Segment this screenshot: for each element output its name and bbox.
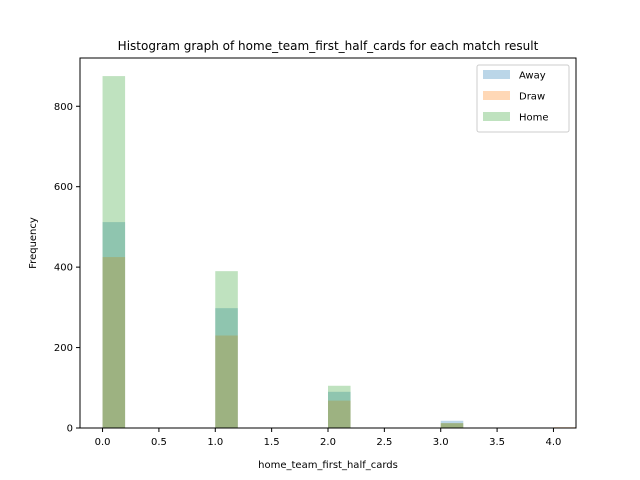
legend: Away Draw Home bbox=[476, 64, 570, 133]
y-tick-label: 0 bbox=[67, 424, 73, 435]
x-axis-ticks: 0.0 0.5 1.0 1.5 2.0 2.5 3.0 3.5 4.0 bbox=[95, 428, 562, 448]
x-tick-label: 1.0 bbox=[207, 437, 223, 448]
bar-draw-3 bbox=[440, 423, 464, 428]
x-tick-label: 0.5 bbox=[151, 437, 167, 448]
x-tick-label: 0.0 bbox=[95, 437, 111, 448]
y-axis-label: Frequency bbox=[28, 217, 39, 269]
legend-box bbox=[476, 64, 570, 133]
legend-swatch-draw bbox=[483, 91, 510, 100]
bar-away-0 bbox=[102, 222, 126, 428]
bar-home-0 bbox=[102, 76, 126, 428]
x-tick-label: 3.0 bbox=[433, 437, 449, 448]
y-tick-label: 200 bbox=[54, 343, 73, 354]
bar-away-3 bbox=[440, 420, 464, 428]
x-tick-label: 1.5 bbox=[264, 437, 280, 448]
legend-swatch-home bbox=[483, 112, 510, 121]
bars-group bbox=[102, 76, 576, 428]
x-axis-label: home_team_first_half_cards bbox=[258, 460, 398, 471]
y-tick-label: 800 bbox=[54, 102, 73, 113]
x-tick-label: 2.0 bbox=[320, 437, 336, 448]
bar-away-1 bbox=[215, 308, 238, 428]
bar-draw-1 bbox=[215, 335, 238, 428]
legend-swatch-away bbox=[483, 70, 510, 79]
x-tick-label: 3.5 bbox=[489, 437, 505, 448]
y-axis-ticks: 0 200 400 600 800 bbox=[54, 102, 80, 435]
legend-label-draw: Draw bbox=[519, 92, 545, 103]
bar-away-2 bbox=[328, 391, 351, 428]
y-tick-label: 600 bbox=[54, 182, 73, 193]
bar-draw-0 bbox=[102, 257, 126, 428]
bar-home-3 bbox=[440, 423, 464, 428]
bar-home-1 bbox=[215, 271, 238, 428]
chart-title: Histogram graph of home_team_first_half_… bbox=[118, 39, 539, 53]
legend-label-home: Home bbox=[519, 113, 549, 124]
bar-draw-2 bbox=[328, 400, 351, 428]
x-tick-label: 4.0 bbox=[546, 437, 562, 448]
x-tick-label: 2.5 bbox=[376, 437, 392, 448]
y-tick-label: 400 bbox=[54, 263, 73, 274]
legend-label-away: Away bbox=[519, 71, 546, 82]
bar-home-2 bbox=[328, 385, 351, 428]
